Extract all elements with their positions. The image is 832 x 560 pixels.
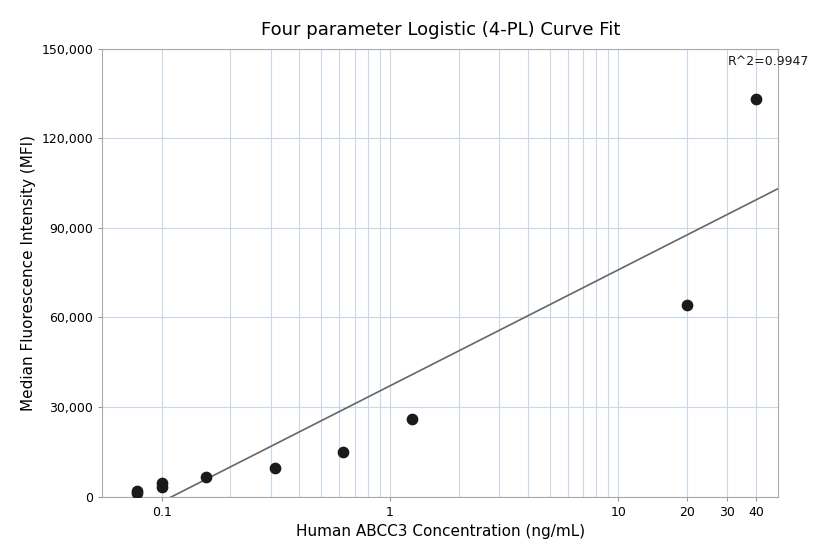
Point: [155, 483, 168, 492]
Point: [405, 414, 418, 423]
Point: [131, 486, 144, 495]
Point: [337, 447, 350, 456]
Point: [268, 464, 281, 473]
Y-axis label: Median Fluorescence Intensity (MFI): Median Fluorescence Intensity (MFI): [21, 134, 36, 410]
Point: [155, 479, 168, 488]
Title: Four parameter Logistic (4-PL) Curve Fit: Four parameter Logistic (4-PL) Curve Fit: [260, 21, 620, 39]
Text: R^2=0.9947: R^2=0.9947: [727, 55, 809, 68]
X-axis label: Human ABCC3 Concentration (ng/mL): Human ABCC3 Concentration (ng/mL): [295, 524, 585, 539]
Point: [750, 95, 763, 104]
Point: [199, 473, 212, 482]
Point: [131, 488, 144, 497]
Point: [681, 301, 694, 310]
